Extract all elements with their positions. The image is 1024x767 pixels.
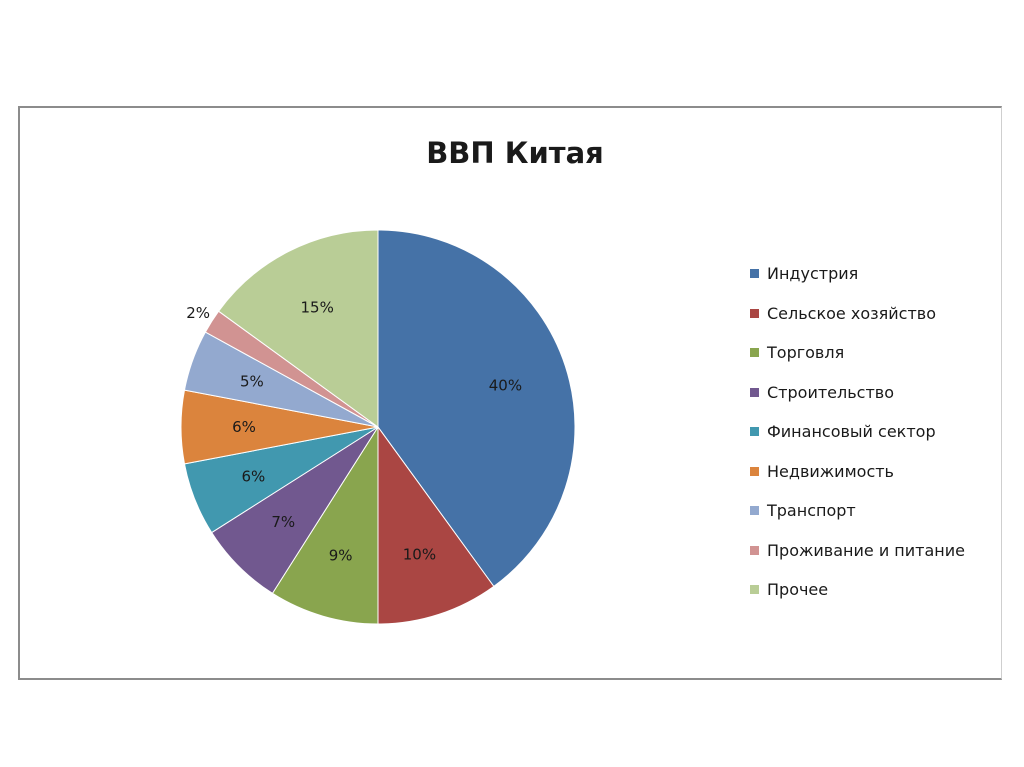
legend-swatch: [750, 506, 759, 516]
slice-label: 2%: [186, 304, 210, 322]
legend-label: Строительство: [767, 382, 894, 402]
legend-label: Индустрия: [767, 264, 859, 284]
legend-item: Индустрия: [750, 254, 965, 294]
legend-item: Недвижимость: [750, 452, 965, 492]
legend-label: Недвижимость: [767, 461, 894, 481]
legend-item: Торговля: [750, 333, 965, 373]
legend-swatch: [750, 466, 759, 476]
chart-title: ВВП Китая: [426, 136, 604, 170]
chart-frame: ВВП Китая 40% 10% 9% 7% 6% 6% 5% 2% 15% Индустри…: [18, 106, 1002, 680]
legend-item: Прочее: [750, 570, 965, 610]
slice-label: 40%: [489, 377, 522, 395]
legend-label: Транспорт: [767, 501, 856, 521]
pie-chart: 40% 10% 9% 7% 6% 6% 5% 2% 15%: [180, 229, 576, 625]
pie-slice: [271, 425, 379, 625]
slice-label: 7%: [271, 513, 295, 531]
slice-label: 6%: [242, 467, 266, 485]
legend-swatch: [750, 387, 759, 397]
legend-item: Проживание и питание: [750, 531, 965, 571]
slice-label: 15%: [300, 299, 333, 317]
legend-item: Финансовый сектор: [750, 412, 965, 452]
slice-label: 5%: [240, 373, 264, 391]
slice-label: 9%: [329, 547, 353, 565]
slice-label: 10%: [403, 545, 436, 563]
pie-slice: [377, 229, 576, 588]
pie-slice: [377, 425, 495, 625]
legend-item: Сельское хозяйство: [750, 294, 965, 334]
legend-item: Транспорт: [750, 491, 965, 531]
legend-swatch: [750, 545, 759, 555]
legend-swatch: [750, 348, 759, 358]
legend: Индустрия Сельское хозяйство Торговля Строи…: [750, 254, 965, 610]
legend-label: Торговля: [767, 343, 845, 363]
legend-swatch: [750, 585, 759, 595]
legend-label: Прочее: [767, 580, 829, 600]
legend-swatch: [750, 308, 759, 318]
legend-swatch: [750, 269, 759, 279]
slice-label: 6%: [232, 418, 256, 436]
pie-slice: [217, 229, 379, 428]
legend-item: Строительство: [750, 373, 965, 413]
legend-swatch: [750, 427, 759, 437]
legend-label: Сельское хозяйство: [767, 303, 936, 323]
legend-label: Финансовый сектор: [767, 422, 936, 442]
legend-label: Проживание и питание: [767, 540, 965, 560]
